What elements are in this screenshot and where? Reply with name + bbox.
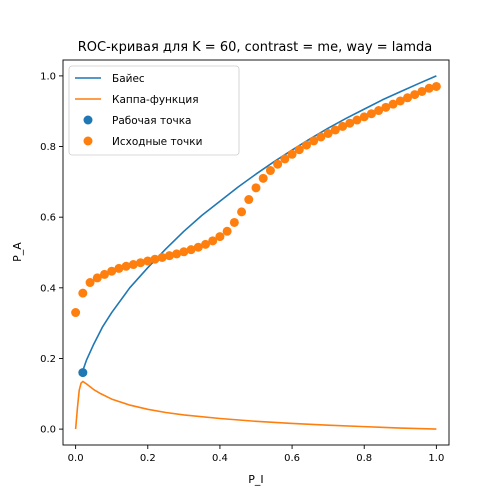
- series-3-point: [417, 86, 427, 96]
- series-3-point: [121, 261, 131, 271]
- x-tick-label: 0.0: [68, 453, 84, 464]
- legend-source-points-label: Исходные точки: [112, 136, 202, 148]
- y-tick-label: 1.0: [40, 71, 56, 82]
- series-3-point: [403, 93, 413, 103]
- plot-frame: [62, 59, 450, 446]
- series-line-0: [81, 75, 437, 373]
- series-3-point: [136, 258, 146, 268]
- legend-source-points-swatch: [83, 136, 93, 146]
- y-tick-label: 0.4: [40, 283, 56, 294]
- series-3-point: [330, 125, 340, 135]
- series-3-point: [280, 154, 290, 164]
- series-3-point: [265, 166, 275, 176]
- series-3-point: [186, 245, 196, 255]
- series-3-point: [143, 256, 153, 266]
- series-3-point: [287, 149, 297, 159]
- series-3-point: [179, 247, 189, 257]
- series-3-point: [222, 226, 232, 236]
- series-3-point: [374, 106, 384, 116]
- series-3-point: [164, 251, 174, 261]
- series-3-point: [114, 263, 124, 273]
- series-3-point: [193, 242, 203, 252]
- legend-box: [68, 65, 240, 156]
- series-3-point: [78, 288, 88, 298]
- series-3-point: [201, 239, 210, 249]
- series-3-point: [395, 96, 405, 106]
- plot-layer: [71, 75, 441, 430]
- series-3-point: [244, 195, 254, 205]
- y-axis-label: P_A: [11, 242, 24, 262]
- series-3-point: [273, 159, 283, 169]
- series-3-point: [424, 83, 434, 93]
- series-3-point: [92, 273, 102, 283]
- y-tick-label: 0.0: [40, 425, 56, 436]
- series-3-point: [99, 269, 109, 279]
- series-3-point: [381, 102, 391, 112]
- series-3-point: [251, 183, 261, 193]
- x-tick-label: 0.6: [284, 453, 300, 464]
- series-3-point: [345, 118, 355, 128]
- x-tick-label: 0.4: [212, 453, 228, 464]
- series-3-point: [258, 173, 268, 183]
- series-3-point: [150, 254, 160, 264]
- x-tick-label: 0.8: [356, 453, 372, 464]
- x-tick-label: 1.0: [428, 453, 444, 464]
- series-3-point: [388, 99, 398, 109]
- series-3-point: [294, 145, 304, 155]
- series-3-point: [366, 109, 376, 119]
- legend: Байес Каппа-функция Рабочая точка Исходн…: [68, 65, 240, 156]
- series-3-point: [128, 260, 138, 270]
- legend-working-point-swatch: [83, 115, 93, 125]
- series-line-1: [74, 380, 437, 430]
- series-3-point: [352, 115, 362, 125]
- series-3-point: [309, 136, 319, 146]
- chart-title: ROC-кривая для K = 60, contrast = me, wa…: [78, 40, 433, 55]
- x-tick-label: 0.2: [140, 453, 156, 464]
- legend-working-point-label: Рабочая точка: [112, 115, 191, 127]
- series-3-point: [338, 121, 348, 131]
- series-3-point: [237, 207, 247, 217]
- series-3-point: [229, 217, 239, 227]
- series-3-point: [71, 308, 81, 318]
- series-3-point: [359, 112, 369, 122]
- series-3-point: [107, 266, 117, 276]
- series-3-point: [431, 81, 441, 91]
- series-3-point: [157, 252, 167, 262]
- y-tick-label: 0.2: [40, 354, 56, 365]
- series-2-point: [78, 368, 88, 378]
- legend-bayes-label: Байес: [112, 73, 145, 85]
- x-axis-label: P_I: [248, 473, 263, 486]
- legend-kappa-label: Каппа-функция: [112, 94, 199, 106]
- y-tick-label: 0.6: [40, 213, 56, 224]
- series-3-point: [208, 236, 218, 246]
- series-3-point: [316, 132, 326, 142]
- series-3-point: [172, 249, 182, 259]
- ticks-layer: 0.0 0.2 0.4 0.6 0.8 1.0 0.0 0.2 0.4 0.6 0.8 1.0: [40, 71, 444, 464]
- series-3-point: [215, 232, 225, 242]
- series-3-point: [410, 90, 420, 100]
- series-3-point: [323, 128, 333, 138]
- y-tick-label: 0.8: [40, 142, 56, 153]
- series-3-point: [85, 278, 95, 288]
- series-3-point: [302, 140, 311, 150]
